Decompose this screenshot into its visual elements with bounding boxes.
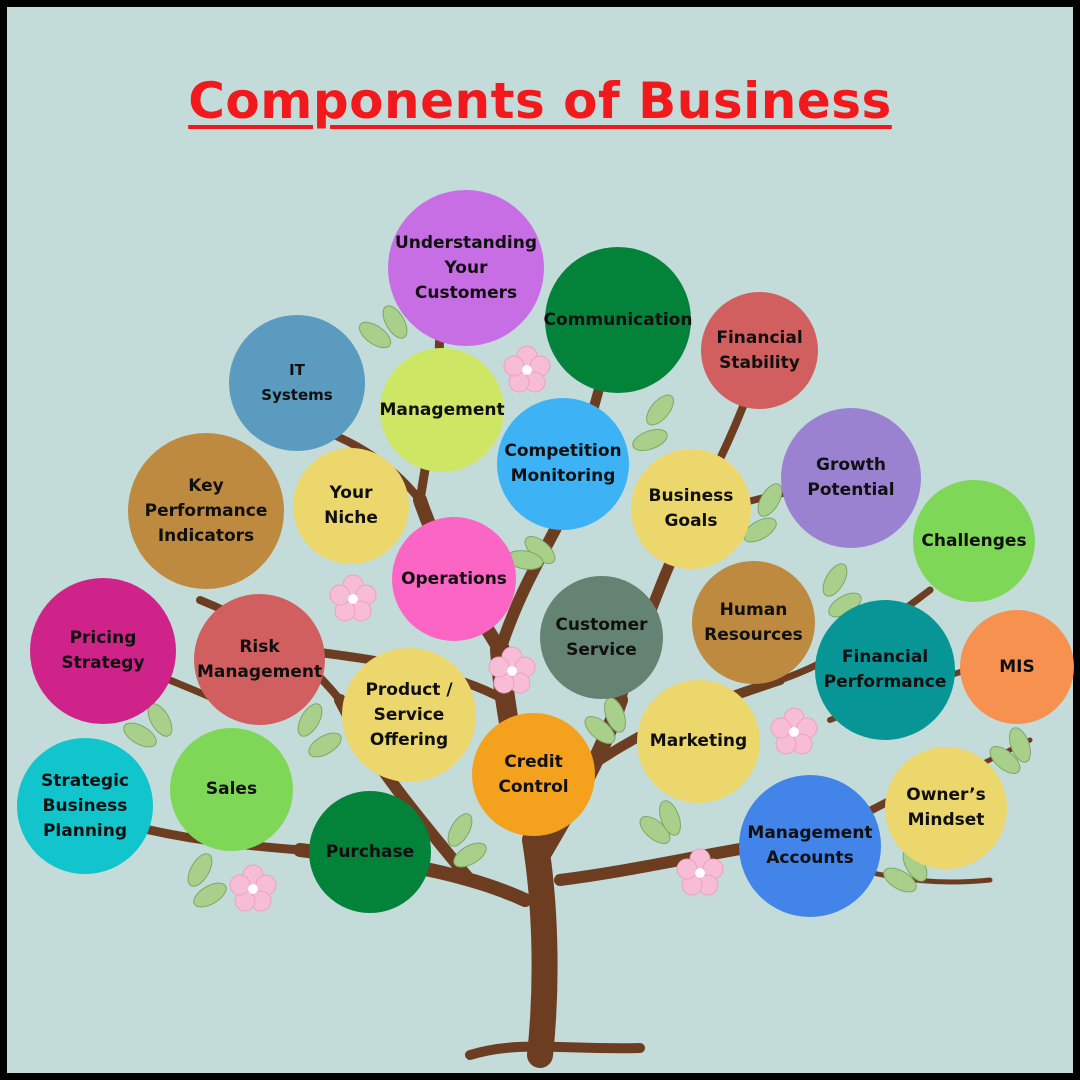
node-mis: MIS bbox=[960, 610, 1074, 724]
node-label: Marketing bbox=[649, 731, 748, 751]
node-it-systems: IT Systems bbox=[229, 315, 365, 451]
node-label: Challenges bbox=[921, 530, 1027, 551]
node-competition-monitoring: Competition Monitoring bbox=[497, 398, 629, 530]
node-label: Key Performance Indicators bbox=[144, 475, 268, 546]
node-label: Management bbox=[379, 399, 505, 420]
node-growth-potential: Growth Potential bbox=[781, 408, 921, 548]
node-financial-performance: Financial Performance bbox=[815, 600, 955, 740]
node-your-niche: Your Niche bbox=[293, 448, 409, 564]
node-product-service-offering: Product / Service Offering bbox=[342, 648, 476, 782]
node-business-goals: Business Goals bbox=[631, 449, 751, 569]
node-label: Purchase bbox=[325, 841, 415, 862]
node-label: Product / Service Offering bbox=[365, 679, 453, 750]
node-label: Owner’s Mindset bbox=[906, 785, 986, 830]
node-management: Management bbox=[379, 348, 505, 472]
node-label: Understanding Your Customers bbox=[394, 232, 538, 303]
node-challenges: Challenges bbox=[913, 480, 1035, 602]
node-financial-stability: Financial Stability bbox=[701, 292, 818, 409]
node-label: Competition Monitoring bbox=[504, 441, 622, 486]
node-customer-service: Customer Service bbox=[540, 576, 663, 699]
node-management-accounts: Management Accounts bbox=[739, 775, 881, 917]
node-communication: Communication bbox=[544, 247, 692, 393]
node-strategic-business-planning: Strategic Business Planning bbox=[17, 738, 153, 874]
node-label: Sales bbox=[205, 779, 258, 799]
node-label: Pricing Strategy bbox=[61, 628, 145, 673]
node-label: Operations bbox=[401, 568, 507, 589]
node-label: Growth Potential bbox=[807, 455, 895, 500]
node-pricing-strategy: Pricing Strategy bbox=[30, 578, 176, 724]
blossoms bbox=[229, 345, 818, 912]
node-label: Credit Control bbox=[498, 751, 569, 797]
diagram-title: Components of Business bbox=[188, 72, 892, 130]
node-purchase: Purchase bbox=[309, 791, 431, 913]
node-label: Financial Performance bbox=[823, 647, 947, 692]
node-label: MIS bbox=[999, 656, 1035, 677]
node-risk-management: Risk Management bbox=[194, 594, 325, 725]
node-label: Your Niche bbox=[324, 483, 378, 528]
node-key-performance-indicators: Key Performance Indicators bbox=[128, 433, 284, 589]
node-marketing: Marketing bbox=[637, 680, 760, 803]
node-credit-control: Credit Control bbox=[472, 713, 595, 836]
node-label: Business Goals bbox=[648, 486, 734, 531]
node-operations: Operations bbox=[392, 517, 516, 641]
node-label: Financial Stability bbox=[716, 327, 803, 373]
node-label: Strategic Business Planning bbox=[41, 770, 129, 841]
node-sales: Sales bbox=[170, 728, 293, 851]
node-human-resources: Human Resources bbox=[692, 561, 815, 684]
node-label: Risk Management bbox=[196, 636, 323, 682]
node-understanding-your-customers: Understanding Your Customers bbox=[388, 190, 544, 346]
node-label: Management Accounts bbox=[747, 823, 873, 868]
node-label: Human Resources bbox=[704, 599, 803, 645]
node-owners-mindset: Owner’s Mindset bbox=[885, 747, 1007, 869]
node-label: Customer Service bbox=[555, 614, 648, 660]
node-label: IT Systems bbox=[261, 361, 333, 404]
node-label: Communication bbox=[543, 309, 693, 330]
